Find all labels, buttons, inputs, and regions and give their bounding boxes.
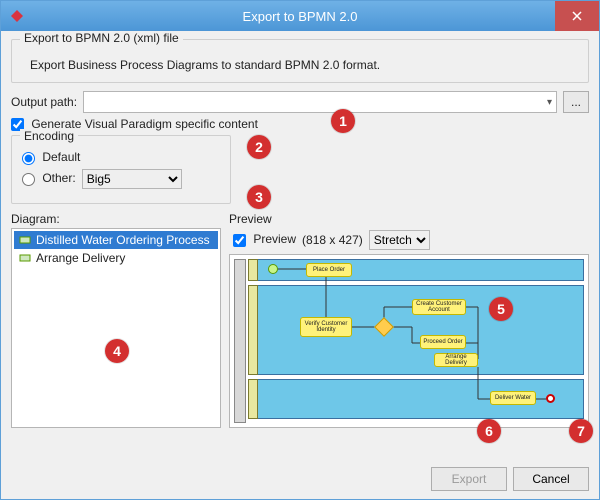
task-node: Arrange Delivery [434,353,478,367]
encoding-other-label: Other: [42,171,75,185]
task-node: Proceed Order [420,335,466,349]
output-path-input[interactable] [88,92,547,112]
generate-vp-row: Generate Visual Paradigm specific conten… [11,117,589,131]
encoding-default-input[interactable] [22,152,35,165]
callout-2: 2 [247,135,271,159]
encoding-other-input[interactable] [22,173,35,186]
diagram-list[interactable]: Distilled Water Ordering Process Arrange… [11,228,221,428]
encoding-group: Encoding Default Other: Big5 [11,135,231,203]
encoding-other-radio[interactable]: Other: [22,171,76,185]
header-group: Export to BPMN 2.0 (xml) file Export Bus… [11,39,589,83]
list-item-label: Arrange Delivery [36,251,125,265]
preview-label: Preview [229,212,589,226]
preview-checkbox-input[interactable] [233,234,246,247]
export-button[interactable]: Export [431,467,507,491]
list-item[interactable]: Arrange Delivery [14,249,218,267]
dialog-content: Export to BPMN 2.0 (xml) file Export Bus… [1,31,599,436]
dialog-buttons: Export Cancel [431,467,589,491]
callout-1: 1 [331,109,355,133]
close-button[interactable] [555,1,599,31]
preview-controls: Preview (818 x 427) Stretch [233,230,589,250]
list-item[interactable]: Distilled Water Ordering Process [14,231,218,249]
chevron-down-icon[interactable]: ▾ [547,97,552,108]
start-event-icon [268,264,278,274]
encoding-default-radio[interactable]: Default [22,150,80,164]
cancel-button[interactable]: Cancel [513,467,589,491]
output-path-label: Output path: [11,95,77,109]
list-item-label: Distilled Water Ordering Process [36,233,210,247]
preview-mode-select[interactable]: Stretch [369,230,430,250]
encoding-legend: Encoding [20,129,78,143]
diagram-icon [18,233,32,247]
diagram-icon [18,251,32,265]
preview-column: Preview Preview (818 x 427) Stretch [229,212,589,428]
end-event-icon [546,394,555,403]
window-title: Export to BPMN 2.0 [243,9,358,24]
preview-checkbox-label: Preview [253,232,296,246]
preview-dimensions: (818 x 427) [302,233,363,247]
titlebar: Export to BPMN 2.0 [1,1,599,31]
preview-checkbox[interactable]: Preview [233,232,296,246]
task-node: Place Order [306,263,352,277]
diagram-label: Diagram: [11,212,221,226]
task-node: Create Customer Account [412,299,466,315]
callout-5: 5 [489,297,513,321]
bpmn-diagram: Place Order Verify Customer Identity Cre… [234,259,584,423]
app-logo-icon [9,8,25,24]
header-description: Export Business Process Diagrams to stan… [30,58,578,72]
encoding-default-label: Default [42,150,80,164]
callout-7: 7 [569,419,593,443]
preview-canvas: Place Order Verify Customer Identity Cre… [229,254,589,428]
task-node: Verify Customer Identity [300,317,352,337]
task-node: Deliver Water [490,391,536,405]
callout-4: 4 [105,339,129,363]
callout-6: 6 [477,419,501,443]
encoding-other-select[interactable]: Big5 [82,169,182,189]
output-path-combo[interactable]: ▾ [83,91,557,113]
header-title: Export to BPMN 2.0 (xml) file [20,31,183,45]
output-path-row: Output path: ▾ ... [11,91,589,113]
diagram-column: Diagram: Distilled Water Ordering Proces… [11,212,221,428]
browse-button[interactable]: ... [563,91,589,113]
dialog-window: Export to BPMN 2.0 Export to BPMN 2.0 (x… [0,0,600,500]
callout-3: 3 [247,185,271,209]
